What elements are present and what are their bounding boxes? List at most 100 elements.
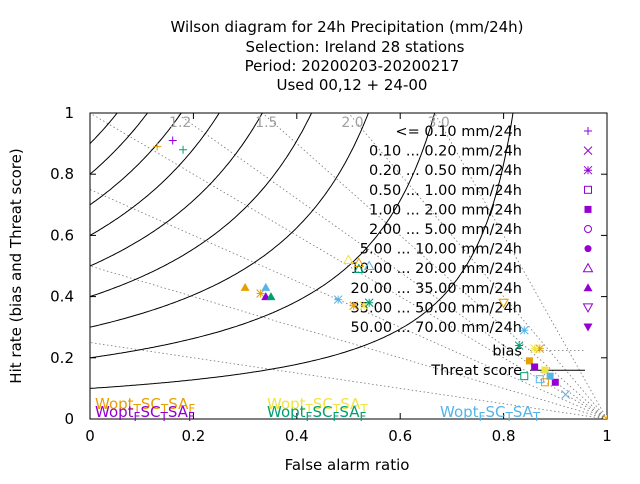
wopt-annotations: WoptTSCTSAFWoptFSCTSAFWoptTSCTSATWoptFSC… [95,395,541,424]
legend-entry-label: 0.20 ... 0.50 mm/24h [369,163,522,179]
threat-score-curve-7 [90,113,149,175]
legend-entry-marker [584,245,592,253]
data-point [153,142,162,151]
data-points [153,136,607,419]
legend-entry-marker [584,127,592,135]
wopt-label: WoptTSCTSAT [267,395,368,416]
x-axis-label: False alarm ratio [285,456,410,474]
y-tick-label: 0.2 [50,349,74,367]
y-tick-label: 0.4 [50,288,74,306]
data-point [353,263,365,274]
wopt-label: WoptFSCFSAF [267,403,366,424]
threat-score-curve-1 [90,113,436,359]
legend-entry-marker [583,323,593,332]
legend-entry-label: <= 0.10 mm/24h [395,124,522,140]
y-axis-label: Hit rate (bias and Threat score) [7,148,25,383]
data-point [530,344,539,353]
legend-threat-label: Threat score [430,363,522,379]
y-tick-label: 0.8 [50,165,74,183]
legend-entry-label: 35.00 ... 50.00 mm/24h [351,300,522,316]
data-point [179,145,188,154]
chart-title-line-1: Wilson diagram for 24h Precipitation (mm… [170,18,523,36]
data-point [514,341,524,350]
chart-title-line-4: Used 00,12 + 24-00 [277,76,428,94]
bias-line-1 [90,265,607,419]
x-tick-label: 0.6 [388,427,412,445]
data-point [546,372,554,380]
data-point [531,363,539,371]
data-point [535,375,544,384]
data-point [535,344,545,353]
threat-score-curves [90,113,514,389]
data-point [240,282,250,291]
data-point [256,289,265,298]
data-point [349,301,359,311]
legend-entry-label: 5.00 ... 10.00 mm/24h [360,242,522,258]
threat-score-curve-6 [90,113,182,206]
threat-score-curve-4 [90,113,263,267]
threat-score-curve-0 [90,113,514,389]
bias-label-1: 1.5 [255,115,277,131]
y-tick-label: 1 [64,104,74,122]
threat-score-curve-8 [90,113,118,144]
legend-entry-label: 50.00 ... 70.00 mm/24h [351,320,522,336]
chart-title-line-3: Period: 20200203-20200217 [245,57,460,75]
legend-entry-marker [583,146,593,155]
data-point [168,136,177,145]
plot-frame [89,112,608,420]
y-tick-label: 0.6 [50,226,74,244]
data-point [359,301,369,311]
legend-entry-label: 10.00 ... 20.00 mm/24h [351,261,522,277]
bias-labels: 1.2 1.5 2.0 3.0 [169,115,450,131]
bias-label-2: 2.0 [341,115,363,131]
threat-score-curve-5 [90,113,220,236]
data-point [363,260,375,270]
legend-entry-marker [582,262,594,273]
data-point [333,295,343,305]
threat-score-curve-2 [90,113,369,328]
legend-entry-marker [582,303,594,313]
wopt-label: WoptFSCTSAT [440,403,541,424]
x-tick-label: 0 [85,427,95,445]
axis-ticks: 0 0.2 0.4 0.6 0.8 1 0 0.2 0.4 0.6 0.8 1 [50,104,612,445]
data-point [266,292,276,301]
chart-title-line-2: Selection: Ireland 28 stations [246,38,465,56]
bias-line-4 [175,113,607,419]
x-tick-label: 0.4 [285,427,309,445]
bias-label-0: 1.2 [169,115,191,131]
data-point [525,357,533,365]
x-tick-label: 0.8 [492,427,516,445]
bias-label-3: 3.0 [428,115,450,131]
legend-entry-label: 20.00 ... 35.00 mm/24h [351,281,522,297]
data-point [364,298,374,308]
legend-bias-label: bias [492,344,522,360]
legend-entry-label: 0.10 ... 0.20 mm/24h [369,144,522,160]
legend: <= 0.10 mm/24h 0.10 ... 0.20 mm/24h 0.20 .… [351,124,594,379]
y-tick-label: 0 [64,410,74,428]
data-point [261,282,271,291]
legend-entry-label: 0.50 ... 1.00 mm/24h [369,183,522,199]
legend-entry-label: 2.00 ... 5.00 mm/24h [369,222,522,238]
bias-line-2 [90,189,607,419]
wopt-label: WoptFSCTSAF [95,403,195,424]
data-point [561,390,570,399]
data-point [353,257,365,267]
bias-line-0 [90,342,607,419]
data-point [541,366,549,374]
data-point [519,325,529,335]
wopt-label: WoptTSCTSAF [95,395,195,416]
data-point [520,372,529,381]
legend-entry-marker [583,283,593,292]
legend-entry-label: 1.00 ... 2.00 mm/24h [369,202,522,218]
legend-entry-marker [584,225,592,233]
threat-score-curve-3 [90,113,313,298]
legend-entry-marker [584,205,592,213]
legend-entry-marker [583,165,593,175]
data-point [343,254,354,264]
data-point [498,298,509,309]
data-point [551,378,559,386]
x-tick-label: 0.2 [181,427,205,445]
x-tick-label: 1 [602,427,612,445]
legend-entry-marker [584,185,592,194]
